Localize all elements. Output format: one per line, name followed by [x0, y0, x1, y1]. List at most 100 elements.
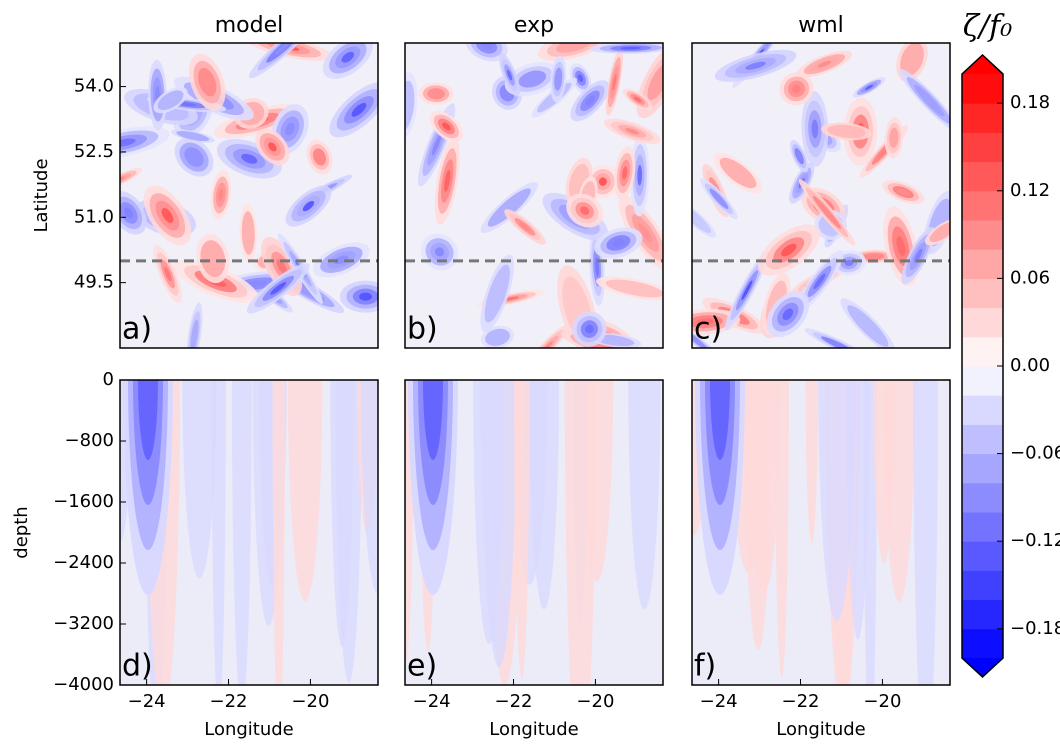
eddy	[914, 84, 945, 117]
column	[513, 380, 530, 679]
eddy	[898, 189, 909, 196]
frame	[691, 42, 951, 349]
eddy	[313, 148, 327, 166]
frame	[119, 42, 379, 349]
eddy	[781, 243, 797, 257]
x-tick-label: −24	[413, 691, 451, 712]
eddy	[161, 208, 174, 223]
colorbar-band	[962, 132, 1003, 163]
eddy	[164, 266, 172, 282]
eddy	[359, 292, 373, 301]
colorbar-band	[962, 190, 1003, 221]
eddy	[847, 305, 889, 347]
eddy	[585, 324, 594, 334]
eddy	[792, 84, 801, 94]
frame	[119, 379, 379, 686]
colorbar-tick-label: −0.06	[1010, 443, 1060, 464]
colorbar-band	[962, 161, 1003, 192]
column	[818, 380, 856, 622]
panel-title: exp	[514, 13, 554, 38]
eddy	[270, 282, 287, 295]
eddy	[184, 147, 204, 167]
colorbar-band	[962, 482, 1003, 513]
eddy	[241, 153, 258, 164]
eddy	[241, 211, 255, 255]
colorbar-band	[962, 541, 1003, 571]
eddy	[625, 128, 640, 135]
column	[138, 380, 158, 460]
eddy	[120, 138, 136, 147]
y-tick-label: 49.5	[74, 272, 114, 293]
colorbar-band	[962, 103, 1003, 133]
field	[120, 380, 378, 685]
eddy	[487, 188, 531, 227]
field	[120, 43, 378, 348]
colorbar-extend	[962, 658, 1003, 677]
eddy	[218, 188, 224, 202]
eddy	[285, 122, 295, 136]
panel-label: f)	[694, 649, 716, 684]
eddy	[580, 206, 590, 215]
y-tick-label: 51.0	[74, 206, 114, 227]
eddy	[813, 273, 826, 290]
eddy	[745, 61, 766, 70]
colorbar-band	[962, 395, 1003, 425]
x-tick-label: −22	[782, 691, 820, 712]
colorbar-band	[962, 599, 1003, 630]
frame	[404, 379, 664, 686]
column	[335, 380, 363, 683]
field	[692, 43, 950, 348]
x-axis-label: Longitude	[776, 719, 866, 740]
colorbar-band	[962, 74, 1003, 104]
eddy	[647, 63, 663, 101]
x-tick-label: −20	[291, 691, 329, 712]
x-tick-label: −22	[495, 691, 533, 712]
eddy	[812, 195, 842, 229]
y-tick-label: −3200	[53, 613, 114, 634]
x-tick-label: −22	[210, 691, 248, 712]
eddy	[709, 188, 729, 210]
colorbar-band	[962, 366, 1003, 396]
y-axis-label: depth	[11, 506, 32, 558]
column	[481, 380, 517, 668]
eddy	[844, 259, 854, 267]
colorbar-band	[962, 220, 1003, 250]
eddy	[519, 222, 531, 232]
eddy	[637, 164, 643, 186]
y-tick-label: 52.5	[74, 141, 114, 162]
eddy	[896, 236, 906, 257]
colorbar-band	[962, 570, 1003, 601]
eddy	[518, 70, 547, 88]
column	[182, 380, 217, 579]
eddy	[123, 207, 134, 219]
colorbar-frame	[961, 53, 1004, 679]
eddy	[541, 341, 553, 348]
column	[747, 380, 781, 593]
eddy	[692, 205, 711, 234]
eddy	[200, 240, 226, 277]
panel-label: c)	[694, 312, 722, 347]
colorbar-band	[962, 249, 1003, 279]
eddy	[811, 119, 819, 139]
colorbar-tick-label: 0.00	[1010, 355, 1050, 376]
colorbar-band	[962, 424, 1003, 455]
y-tick-label: −2400	[53, 552, 114, 573]
panel-label: b)	[407, 312, 438, 347]
eddy	[741, 280, 753, 301]
column	[423, 380, 443, 460]
eddy	[506, 69, 513, 81]
eddy	[782, 308, 794, 321]
eddy	[481, 43, 492, 50]
eddy	[556, 43, 593, 53]
eddy	[431, 134, 442, 156]
x-tick-label: −24	[128, 691, 166, 712]
panel-label: a)	[122, 312, 152, 347]
panel-title: model	[215, 13, 284, 38]
eddy	[444, 170, 451, 192]
field	[405, 43, 663, 348]
colorbar-extend	[962, 55, 1003, 74]
column	[287, 380, 323, 602]
eddy	[302, 200, 315, 212]
eddy	[202, 75, 212, 90]
